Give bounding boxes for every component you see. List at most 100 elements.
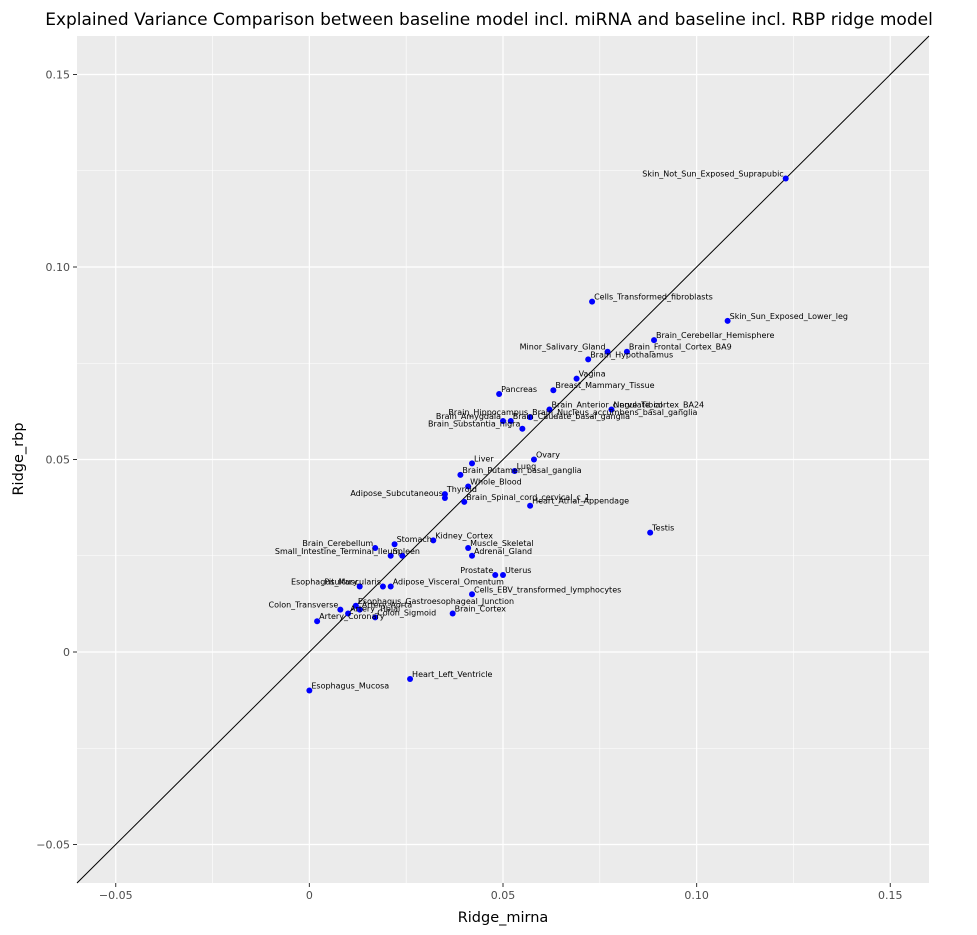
data-point (550, 387, 557, 394)
x-tick-label: 0.15 (878, 889, 903, 902)
data-point (387, 583, 394, 590)
data-point (337, 606, 344, 613)
data-point (469, 591, 476, 598)
point-label: Brain_Amygdala (436, 412, 501, 421)
point-label: Heart_Left_Ventricle (412, 670, 492, 679)
point-label: Skin_Not_Sun_Exposed_Suprapubic (642, 169, 783, 178)
data-point (465, 483, 472, 490)
data-point (604, 348, 611, 355)
data-point (441, 495, 448, 501)
point-label: Adipose_Visceral_Omentum (393, 578, 504, 587)
x-tick-label: 0.10 (684, 889, 709, 902)
x-tick-label: −0.05 (99, 889, 133, 902)
x-tick-label: 0 (306, 889, 313, 902)
point-label: Brain_Putamen_basal_ganglia (462, 466, 581, 475)
data-point (314, 618, 321, 625)
data-point (407, 675, 414, 682)
data-point (352, 602, 359, 609)
y-tick-label: 0.15 (46, 69, 71, 82)
data-point (573, 375, 580, 382)
point-label: Colon_Transverse (269, 601, 339, 610)
data-point (651, 337, 658, 344)
point-label: Brain_Hypothalamus (590, 350, 673, 359)
point-label: Artery_Tibial (350, 605, 400, 614)
point-label: Uterus (505, 566, 531, 575)
data-point (457, 471, 464, 478)
point-label: Colon_Sigmoid (377, 608, 436, 617)
y-tick-label: 0.05 (46, 454, 71, 467)
data-point (399, 552, 406, 559)
data-point (530, 456, 537, 463)
data-point (623, 348, 630, 355)
data-point (507, 418, 514, 424)
x-axis-ticks: −0.05 0 0.05 0.10 0.15 (99, 883, 903, 902)
data-point (465, 545, 472, 552)
data-point (469, 460, 476, 467)
point-labels-group: Skin_Not_Sun_Exposed_Suprapubic Cells_Tra… (269, 169, 848, 690)
point-label: Brain_Cortex (455, 605, 507, 614)
point-label: Esophagus_Gastroesophageal_Junction (358, 597, 514, 606)
data-point (492, 572, 499, 578)
data-point (387, 552, 394, 559)
data-point (430, 537, 437, 544)
point-label: Adipose_Subcutaneous (350, 489, 443, 498)
y-axis-title: Ridge_rbp (11, 422, 27, 495)
data-point (782, 175, 789, 182)
point-label: Esophagus_Mucosa (311, 682, 389, 691)
y-tick-label: 0 (63, 646, 70, 659)
data-point (461, 498, 468, 505)
point-label: Esophagus_Muscularis (291, 578, 381, 587)
point-label: Cells_Transformed_fibroblasts (594, 293, 713, 302)
point-label: Brain_Frontal_Cortex_BA9 (629, 343, 732, 352)
points-group (306, 175, 789, 694)
data-point (356, 606, 363, 613)
point-label: Nerve_Tibial (613, 400, 662, 409)
point-label: Brain_Spinal_cord_cervical_c_1 (466, 493, 590, 502)
chart-title: Explained Variance Comparison between ba… (45, 10, 933, 30)
data-point (356, 583, 363, 590)
data-point (372, 545, 379, 552)
point-label: Cells_EBV_transformed_lymphocytes (474, 585, 621, 594)
point-label: Adrenal_Gland (474, 547, 532, 556)
data-point (608, 406, 615, 413)
data-point (647, 529, 654, 536)
point-label: Lung (517, 462, 537, 471)
data-point (345, 610, 352, 617)
point-label: Spleen (393, 547, 420, 556)
point-label: Brain_Cerebellar_Hemisphere (656, 331, 774, 340)
data-point (546, 406, 553, 413)
point-label: Brain_Substantia_nigra (428, 420, 520, 429)
data-point (449, 610, 456, 617)
data-point (372, 614, 379, 621)
point-label: Brain_Hippocampus (448, 408, 528, 417)
data-point (379, 583, 386, 590)
x-tick-label: 0.05 (491, 889, 516, 902)
point-label: Artery_Coronary (319, 612, 385, 621)
y-axis-ticks: −0.05 0 0.05 0.10 0.15 (36, 69, 77, 852)
point-label: Kidney_Cortex (435, 531, 493, 540)
data-point (500, 572, 506, 578)
data-point (511, 468, 518, 475)
point-label: Brain_Caudate_basal_ganglia (513, 412, 630, 421)
data-point (496, 391, 503, 398)
point-label: Ovary (536, 451, 560, 460)
point-label: Vagina (579, 370, 606, 379)
data-point (589, 298, 596, 305)
data-point (391, 541, 398, 548)
data-point (469, 552, 476, 559)
point-label: Liver (474, 454, 494, 463)
point-label: Pituitary (324, 578, 358, 587)
point-label: Stomach (397, 535, 432, 544)
point-label: Heart_Atrial_Appendage (532, 497, 629, 506)
y-tick-label: 0.10 (46, 261, 71, 274)
point-label: Breast_Mammary_Tissue (555, 381, 654, 390)
point-label: Muscle_Skeletal (470, 539, 533, 548)
point-label: Small_Intestine_Terminal_Ileum (275, 547, 401, 556)
point-label: Prostate (460, 566, 493, 575)
point-label: Skin_Sun_Exposed_Lower_leg (730, 312, 848, 321)
data-point (585, 356, 592, 363)
y-tick-label: −0.05 (36, 839, 70, 852)
x-axis-title: Ridge_mirna (458, 910, 549, 926)
point-label: Pancreas (501, 385, 537, 394)
